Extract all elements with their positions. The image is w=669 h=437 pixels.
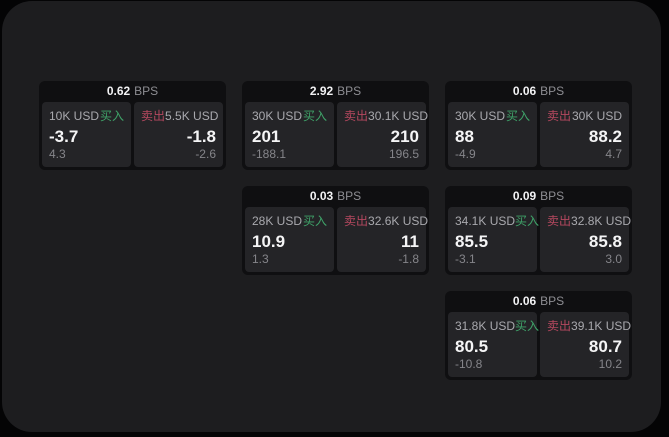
sell-price: 210 bbox=[390, 127, 419, 146]
sell-price: 80.7 bbox=[588, 337, 622, 356]
buy-label: 买入 bbox=[515, 319, 540, 333]
sell-panel[interactable]: 卖出 30K USD 88.2 4.7 bbox=[540, 102, 629, 167]
buy-panel[interactable]: 30K USD 买入 201 -188.1 bbox=[245, 102, 334, 167]
sell-amount: 32.6K USD bbox=[368, 214, 429, 228]
buy-label: 买入 bbox=[302, 109, 327, 123]
quote-card: 0.06 BPS 30K USD 买入 88 -4.9 卖出 30K USD bbox=[445, 81, 632, 170]
buy-price: 80.5 bbox=[455, 337, 489, 356]
sell-panel[interactable]: 卖出 32.8K USD 85.8 3.0 bbox=[540, 207, 632, 272]
bps-unit-label: BPS bbox=[337, 84, 362, 98]
sell-label: 卖出 bbox=[547, 109, 572, 123]
bps-unit-label: BPS bbox=[337, 189, 362, 203]
sell-panel[interactable]: 卖出 32.6K USD 11 -1.8 bbox=[337, 207, 429, 272]
sell-panel[interactable]: 卖出 5.5K USD -1.8 -2.6 bbox=[134, 102, 223, 167]
quote-card-body: 28K USD 买入 10.9 1.3 卖出 32.6K USD 11 -1.8 bbox=[242, 207, 429, 275]
sell-amount: 30K USD bbox=[571, 109, 622, 123]
buy-delta: -4.9 bbox=[455, 147, 476, 161]
sell-amount: 39.1K USD bbox=[571, 319, 632, 333]
buy-panel[interactable]: 10K USD 买入 -3.7 4.3 bbox=[42, 102, 131, 167]
buy-amount: 31.8K USD bbox=[455, 319, 516, 333]
quote-card: 2.92 BPS 30K USD 买入 201 -188.1 卖出 30.1K … bbox=[242, 81, 429, 170]
buy-amount: 10K USD bbox=[49, 109, 100, 123]
buy-label: 买入 bbox=[302, 214, 327, 228]
sell-amount: 5.5K USD bbox=[165, 109, 219, 123]
sell-panel[interactable]: 卖出 30.1K USD 210 196.5 bbox=[337, 102, 429, 167]
quote-card-body: 10K USD 买入 -3.7 4.3 卖出 5.5K USD -1.8 -2.… bbox=[39, 102, 226, 170]
bps-value: 0.09 bbox=[512, 189, 537, 203]
bps-unit-label: BPS bbox=[540, 294, 565, 308]
buy-delta: 1.3 bbox=[252, 252, 269, 266]
buy-label: 买入 bbox=[99, 109, 124, 123]
quote-card: 0.09 BPS 34.1K USD 买入 85.5 -3.1 卖出 32.8K… bbox=[445, 186, 632, 275]
sell-panel[interactable]: 卖出 39.1K USD 80.7 10.2 bbox=[540, 312, 632, 377]
sell-amount: 30.1K USD bbox=[368, 109, 429, 123]
buy-price: 10.9 bbox=[252, 232, 286, 251]
buy-amount: 30K USD bbox=[252, 109, 303, 123]
bps-header: 0.62 BPS bbox=[39, 81, 226, 102]
quote-cards-grid: 0.62 BPS 10K USD 买入 -3.7 4.3 卖出 5.5K USD bbox=[39, 81, 632, 380]
quote-card-body: 30K USD 买入 88 -4.9 卖出 30K USD 88.2 4.7 bbox=[445, 102, 632, 170]
sell-price: 88.2 bbox=[588, 127, 622, 146]
sell-price: 85.8 bbox=[588, 232, 622, 251]
buy-amount: 28K USD bbox=[252, 214, 303, 228]
buy-amount: 30K USD bbox=[455, 109, 506, 123]
sell-label: 卖出 bbox=[141, 109, 166, 123]
quote-card: 0.03 BPS 28K USD 买入 10.9 1.3 卖出 32.6K US… bbox=[242, 186, 429, 275]
sell-label: 卖出 bbox=[547, 214, 572, 228]
buy-delta: -188.1 bbox=[252, 147, 287, 161]
buy-panel[interactable]: 28K USD 买入 10.9 1.3 bbox=[245, 207, 334, 272]
buy-panel[interactable]: 31.8K USD 买入 80.5 -10.8 bbox=[448, 312, 540, 377]
app-panel: 0.62 BPS 10K USD 买入 -3.7 4.3 卖出 5.5K USD bbox=[2, 1, 661, 432]
sell-label: 卖出 bbox=[547, 319, 572, 333]
bps-unit-label: BPS bbox=[540, 84, 565, 98]
bps-header: 0.09 BPS bbox=[445, 186, 632, 207]
buy-price: 201 bbox=[252, 127, 281, 146]
quote-card-body: 31.8K USD 买入 80.5 -10.8 卖出 39.1K USD 80.… bbox=[445, 312, 632, 380]
buy-panel[interactable]: 34.1K USD 买入 85.5 -3.1 bbox=[448, 207, 540, 272]
bps-value: 2.92 bbox=[309, 84, 334, 98]
bps-header: 2.92 BPS bbox=[242, 81, 429, 102]
quote-card-body: 34.1K USD 买入 85.5 -3.1 卖出 32.8K USD 85.8… bbox=[445, 207, 632, 275]
buy-price: 85.5 bbox=[455, 232, 489, 251]
bps-header: 0.06 BPS bbox=[445, 81, 632, 102]
buy-panel[interactable]: 30K USD 买入 88 -4.9 bbox=[448, 102, 537, 167]
bps-value: 0.03 bbox=[309, 189, 334, 203]
buy-delta: -3.1 bbox=[455, 252, 476, 266]
sell-delta: 10.2 bbox=[598, 357, 622, 371]
buy-delta: -10.8 bbox=[455, 357, 483, 371]
buy-delta: 4.3 bbox=[49, 147, 66, 161]
buy-price: -3.7 bbox=[49, 127, 79, 146]
bps-header: 0.03 BPS bbox=[242, 186, 429, 207]
buy-label: 买入 bbox=[505, 109, 530, 123]
sell-label: 卖出 bbox=[344, 109, 369, 123]
sell-label: 卖出 bbox=[344, 214, 369, 228]
bps-unit-label: BPS bbox=[134, 84, 159, 98]
sell-delta: -1.8 bbox=[398, 252, 419, 266]
quote-card: 0.62 BPS 10K USD 买入 -3.7 4.3 卖出 5.5K USD bbox=[39, 81, 226, 170]
buy-amount: 34.1K USD bbox=[455, 214, 516, 228]
quote-card-body: 30K USD 买入 201 -188.1 卖出 30.1K USD 210 1… bbox=[242, 102, 429, 170]
bps-value: 0.06 bbox=[512, 294, 537, 308]
bps-header: 0.06 BPS bbox=[445, 291, 632, 312]
sell-delta: 4.7 bbox=[605, 147, 622, 161]
sell-delta: 196.5 bbox=[388, 147, 419, 161]
bps-unit-label: BPS bbox=[540, 189, 565, 203]
sell-delta: -2.6 bbox=[195, 147, 216, 161]
quote-card: 0.06 BPS 31.8K USD 买入 80.5 -10.8 卖出 39.1… bbox=[445, 291, 632, 380]
bps-value: 0.06 bbox=[512, 84, 537, 98]
buy-price: 88 bbox=[455, 127, 474, 146]
buy-label: 买入 bbox=[515, 214, 540, 228]
sell-amount: 32.8K USD bbox=[571, 214, 632, 228]
sell-delta: 3.0 bbox=[605, 252, 622, 266]
sell-price: 11 bbox=[401, 232, 419, 251]
bps-value: 0.62 bbox=[106, 84, 131, 98]
sell-price: -1.8 bbox=[186, 127, 216, 146]
